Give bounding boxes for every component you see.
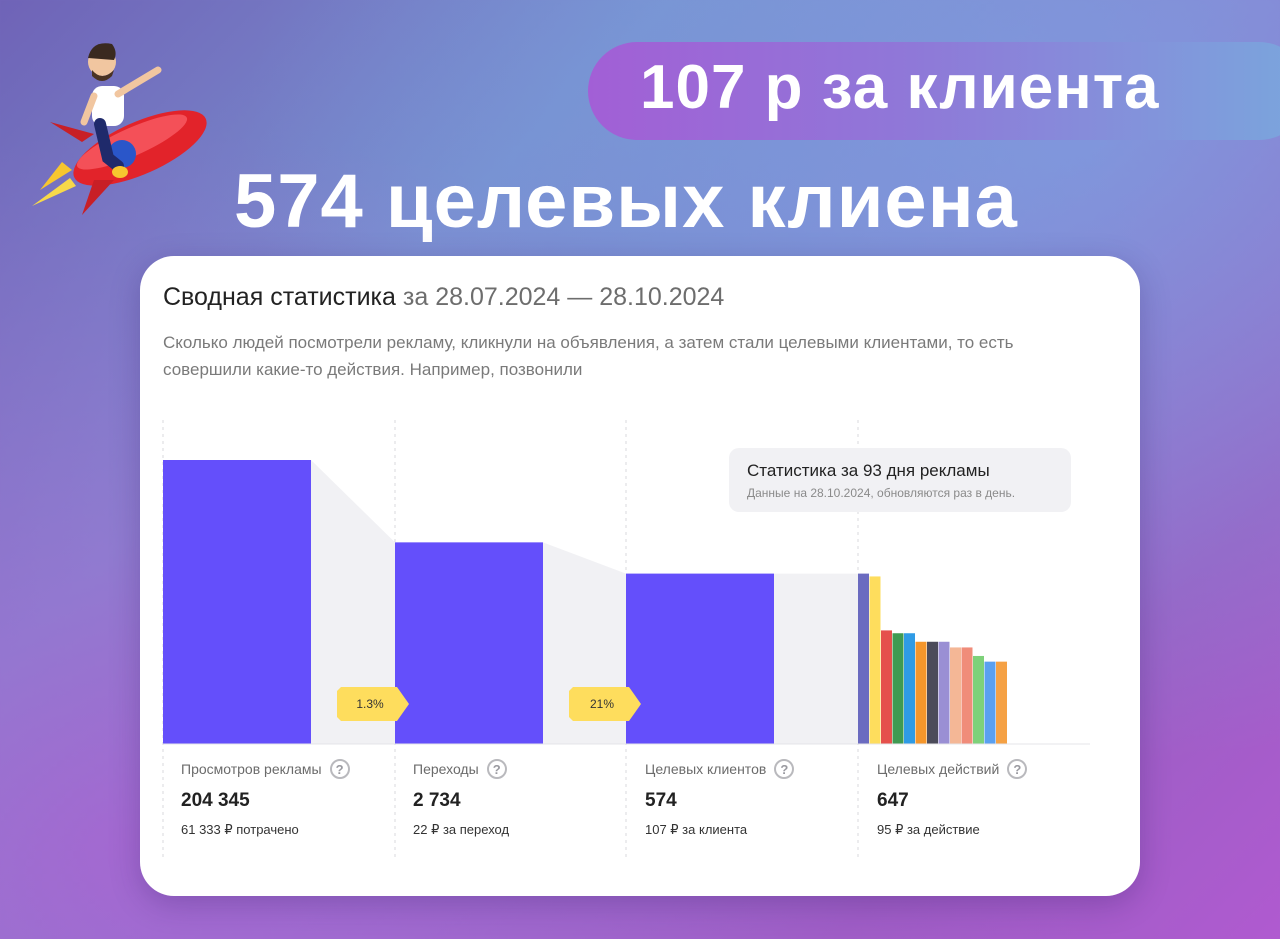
card-description: Сколько людей посмотрели рекламу, кликну… (163, 333, 1014, 379)
metric-value: 647 (877, 790, 909, 811)
help-icon[interactable]: ? (486, 759, 507, 779)
conversion-badge-clicks-to-clients: 21% (569, 687, 635, 721)
funnel-bar-views (163, 460, 311, 744)
tooltip-subtitle: Данные на 28.10.2024, обновляются раз в … (747, 486, 1016, 500)
card-title: Сводная статистика за 28.07.2024 — 28.10… (163, 283, 724, 312)
conversion-badge-shape (569, 687, 641, 721)
action-bar (973, 655, 984, 744)
action-bar (996, 661, 1007, 744)
funnel-bar-clients (626, 573, 774, 744)
metric-label: Целевых действий (877, 761, 1000, 777)
action-bar (927, 641, 938, 744)
action-bar (915, 641, 927, 744)
card-title-period: за 28.07.2024 — 28.10.2024 (402, 283, 725, 311)
action-bar (938, 641, 950, 744)
metric-subtext: 95 ₽ за действие (877, 822, 980, 837)
funnel-transition-shadow (311, 460, 395, 744)
metric-subtext: 107 ₽ за клиента (645, 822, 748, 837)
action-bar (892, 633, 904, 744)
conversion-badge-label: 21% (589, 697, 615, 711)
card-title-text: Сводная статистика (163, 283, 396, 311)
metric-subtext: 61 333 ₽ потрачено (181, 822, 299, 837)
conversion-badge-shape (337, 687, 409, 721)
metric-value: 574 (645, 790, 677, 811)
tooltip-title: Статистика за 93 дня рекламы (747, 461, 990, 480)
metric-value: 204 345 (181, 790, 250, 811)
metric-target-actions: Целевых действий ? 647 95 ₽ за действие (877, 756, 1097, 838)
conversion-badge-views-to-clicks: 1.3% (337, 687, 403, 721)
conversion-badge-label: 1.3% (356, 697, 384, 711)
metric-views: Просмотров рекламы ? 204 345 61 333 ₽ по… (181, 756, 401, 838)
metric-label: Просмотров рекламы (181, 761, 322, 777)
help-icon[interactable]: ? (774, 759, 795, 779)
metric-label: Переходы (413, 761, 479, 777)
help-icon[interactable]: ? (329, 759, 350, 779)
action-bar (984, 661, 996, 744)
metric-label: Целевых клиентов (645, 761, 767, 777)
metric-target-clients: Целевых клиентов ? 574 107 ₽ за клиента (645, 756, 865, 838)
metric-subtext: 22 ₽ за переход (413, 822, 510, 837)
metric-clicks: Переходы ? 2 734 22 ₽ за переход (413, 756, 633, 838)
funnel-bar-clicks (395, 542, 543, 744)
help-icon[interactable]: ? (1007, 759, 1028, 779)
headline-price: 107 р за клиента (640, 53, 1160, 122)
action-bar (881, 630, 892, 744)
funnel-transition-shadow (774, 573, 858, 744)
funnel-chart (162, 420, 1090, 861)
headline-clients: 574 целевых клиена (234, 159, 1018, 244)
action-bar (858, 573, 869, 744)
action-bar (950, 647, 961, 744)
rocket-mascot-illustration (32, 43, 207, 215)
summary-stats-card: Сводная статистика за 28.07.2024 — 28.10… (140, 256, 1140, 896)
action-bar (961, 647, 973, 744)
action-bar (904, 633, 915, 744)
headline-pill (588, 42, 1280, 140)
action-bar (869, 576, 881, 744)
metric-value: 2 734 (413, 790, 461, 811)
stats-tooltip: Статистика за 93 дня рекламы Данные на 2… (729, 448, 1071, 512)
